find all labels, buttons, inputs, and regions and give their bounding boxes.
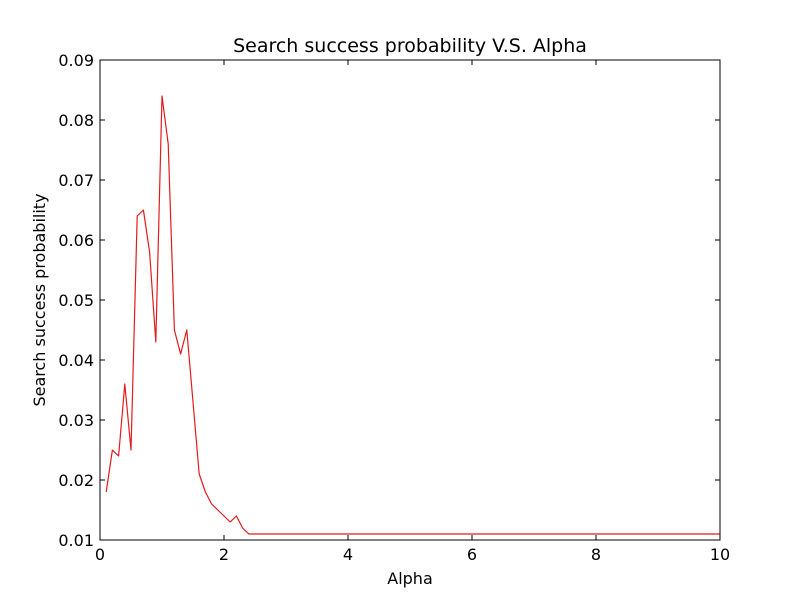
series-layer bbox=[105, 95, 720, 535]
y-tick-label: 0.04 bbox=[58, 351, 94, 370]
y-axis-label: Search success probability bbox=[30, 193, 49, 406]
y-tick-label: 0.02 bbox=[58, 471, 94, 490]
y-tick-label: 0.07 bbox=[58, 171, 94, 190]
x-tick-label: 0 bbox=[95, 545, 105, 564]
series-line bbox=[105, 95, 720, 535]
plot-background bbox=[100, 60, 720, 540]
y-tick-label: 0.08 bbox=[58, 111, 94, 130]
x-tick-label: 2 bbox=[219, 545, 229, 564]
plot-frame bbox=[99, 59, 721, 541]
x-tick-label: 10 bbox=[710, 545, 730, 564]
y-tick-label: 0.01 bbox=[58, 531, 94, 550]
x-tick-label: 4 bbox=[343, 545, 353, 564]
y-tick-label: 0.09 bbox=[58, 51, 94, 70]
chart-title: Search success probability V.S. Alpha bbox=[233, 35, 587, 57]
y-tick-label: 0.03 bbox=[58, 411, 94, 430]
x-axis-label: Alpha bbox=[387, 569, 433, 588]
x-tick-label: 6 bbox=[467, 545, 477, 564]
y-tick-label: 0.05 bbox=[58, 291, 94, 310]
y-tick-label: 0.06 bbox=[58, 231, 94, 250]
x-tick-label: 8 bbox=[591, 545, 601, 564]
ticks-layer: 0 2 4 6 8 10 0.01 0.02 0.03 0.04 0.05 0.06 0.07 0.08 0… bbox=[58, 51, 730, 564]
